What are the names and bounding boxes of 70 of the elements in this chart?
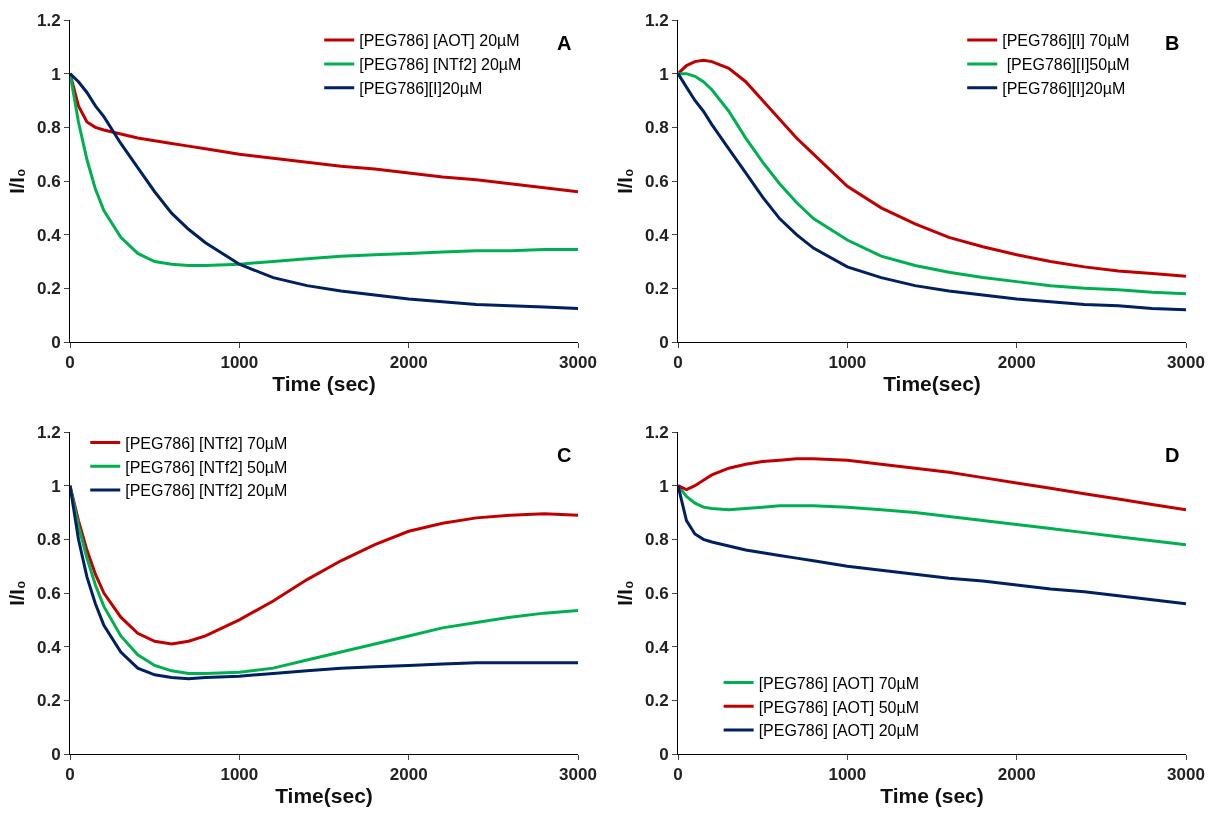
y-tick-label: 1 (51, 64, 61, 84)
legend-label: [PEG786] [AOT] 20µM (359, 32, 520, 50)
x-axis-title: Time (sec) (880, 783, 984, 807)
y-tick-label: 0.6 (36, 583, 61, 603)
x-tick-label: 0 (65, 765, 75, 785)
y-tick-label: 0.6 (36, 171, 61, 191)
y-tick-label: 0 (659, 332, 669, 352)
y-tick-label: 1.2 (644, 10, 669, 30)
x-axis-title: Time (sec) (272, 371, 376, 395)
legend-label: [PEG786] [NTf2] 20µM (125, 482, 288, 500)
x-tick-label: 2000 (389, 765, 428, 785)
x-tick-label: 1000 (220, 765, 259, 785)
x-tick-label: 2000 (997, 765, 1036, 785)
y-tick-label: 0.8 (36, 530, 61, 550)
y-tick-label: 0.4 (644, 225, 670, 245)
y-tick-label: 0.2 (644, 279, 669, 299)
annotation: C (557, 444, 572, 466)
x-tick-label: 0 (673, 353, 683, 373)
x-tick-label: 1000 (220, 353, 259, 373)
legend-label: [PEG786] [AOT] 50µM (758, 698, 920, 716)
y-tick-label: 0 (51, 744, 61, 764)
x-tick-label: 2000 (389, 353, 428, 373)
x-tick-label: 0 (65, 353, 75, 373)
y-tick-label: 0.2 (36, 279, 61, 299)
x-axis-title: Time(sec) (275, 783, 373, 807)
x-tick-label: 3000 (1167, 765, 1205, 785)
y-tick-label: 0.8 (36, 118, 61, 138)
annotation: A (557, 32, 572, 54)
y-tick-label: 0.4 (644, 637, 670, 657)
y-tick-label: 0.8 (644, 530, 669, 550)
y-tick-label: 0 (51, 332, 61, 352)
y-tick-label: 0 (659, 744, 669, 764)
legend-label: [PEG786] [AOT] 70µM (758, 674, 920, 692)
y-axis-title: I/I₀ (614, 580, 637, 606)
y-tick-label: 0.4 (36, 225, 62, 245)
x-tick-label: 3000 (559, 353, 597, 373)
x-tick-label: 1000 (828, 765, 867, 785)
y-tick-label: 0.2 (644, 691, 669, 711)
y-axis-title: I/I₀ (614, 168, 637, 194)
legend-label: [PEG786][I]50µM (1002, 56, 1130, 74)
y-tick-label: 1 (659, 476, 669, 496)
legend-label: [PEG786][I]20µM (359, 79, 483, 97)
legend-label: [PEG786][I] 70µM (1002, 32, 1130, 50)
x-tick-label: 0 (673, 765, 683, 785)
line-series (70, 72, 578, 310)
x-tick-label: 1000 (828, 353, 867, 373)
line-series (678, 484, 1186, 606)
annotation: D (1165, 444, 1180, 466)
y-tick-label: 0.6 (644, 171, 669, 191)
y-tick-label: 0.2 (36, 691, 61, 711)
x-tick-label: 3000 (559, 765, 597, 785)
y-tick-label: 1.2 (644, 422, 669, 442)
y-axis-title: I/I₀ (6, 168, 29, 194)
y-tick-label: 1 (51, 476, 61, 496)
y-tick-label: 1.2 (36, 422, 61, 442)
annotation: B (1165, 32, 1180, 54)
y-tick-label: 0.8 (644, 118, 669, 138)
y-tick-label: 1.2 (36, 10, 61, 30)
x-tick-label: 3000 (1167, 353, 1205, 373)
y-tick-label: 1 (659, 64, 669, 84)
y-axis-title: I/I₀ (6, 580, 29, 606)
y-tick-label: 0.4 (36, 637, 62, 657)
legend-label: [PEG786] [NTf2] 70µM (125, 434, 288, 452)
x-tick-label: 2000 (997, 353, 1036, 373)
legend-label: [PEG786][I]20µM (1002, 79, 1126, 97)
legend-label: [PEG786] [NTf2] 20µM (359, 56, 522, 74)
legend-label: [PEG786] [AOT] 20µM (758, 722, 920, 740)
x-axis-title: Time(sec) (883, 371, 981, 395)
legend-label: [PEG786] [NTf2] 50µM (125, 458, 288, 476)
y-tick-label: 0.6 (644, 583, 669, 603)
